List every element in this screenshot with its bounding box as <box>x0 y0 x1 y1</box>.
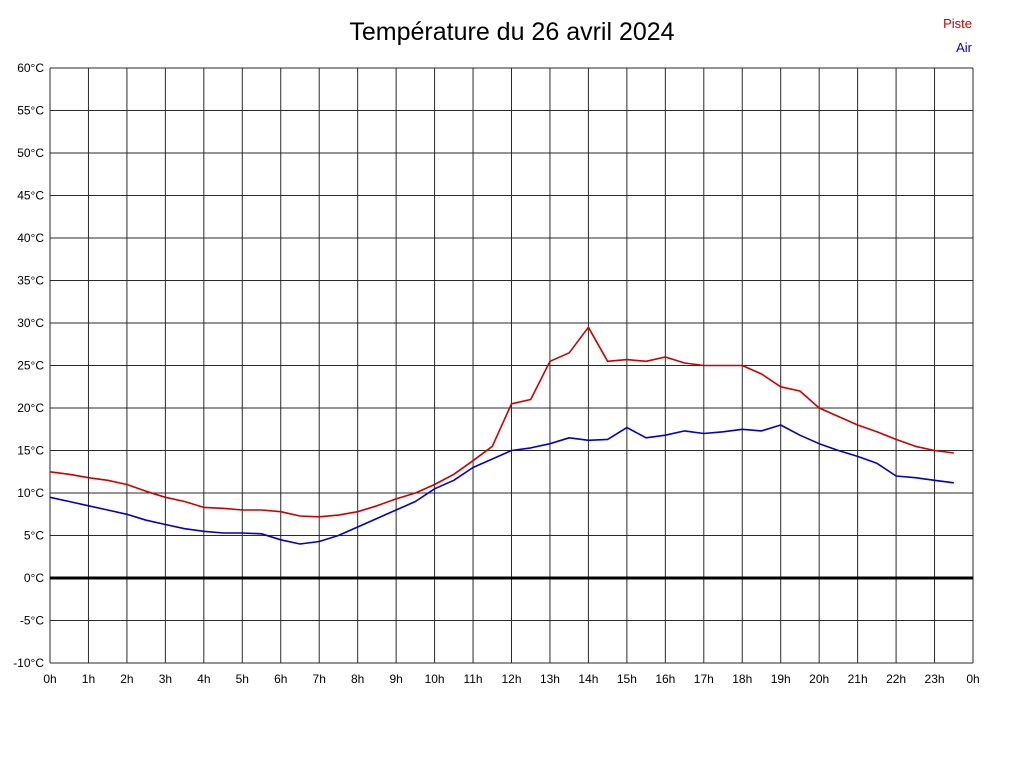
x-tick-label: 18h <box>732 672 752 686</box>
x-tick-label: 3h <box>159 672 172 686</box>
y-tick-label: 30°C <box>17 316 44 330</box>
x-tick-label: 11h <box>463 672 482 686</box>
air-line <box>49 424 954 545</box>
x-tick-label: 15h <box>617 672 637 686</box>
y-tick-label: 10°C <box>17 486 44 500</box>
x-tick-label: 1h <box>82 672 95 686</box>
x-tick-label: 0h <box>43 672 56 686</box>
y-tick-label: 25°C <box>17 359 44 373</box>
x-tick-label: 16h <box>655 672 675 686</box>
y-tick-label: 60°C <box>17 61 44 75</box>
x-tick-label: 21h <box>848 672 868 686</box>
piste-line <box>49 326 954 518</box>
y-tick-label: 0°C <box>24 571 44 585</box>
x-tick-label: 4h <box>197 672 210 686</box>
y-tick-label: 15°C <box>17 444 44 458</box>
x-tick-label: 6h <box>274 672 287 686</box>
x-tick-label: 14h <box>578 672 598 686</box>
x-tick-label: 17h <box>694 672 714 686</box>
y-tick-label: 20°C <box>17 401 44 415</box>
x-tick-label: 22h <box>886 672 906 686</box>
x-tick-label: 7h <box>313 672 326 686</box>
y-tick-label: 5°C <box>24 529 44 543</box>
x-tick-label: 19h <box>771 672 791 686</box>
chart-legend: Piste Air <box>943 12 972 60</box>
x-tick-label: 23h <box>925 672 945 686</box>
x-tick-label: 5h <box>236 672 249 686</box>
x-tick-label: 0h <box>966 672 979 686</box>
legend-piste: Piste <box>943 16 972 31</box>
x-tick-label: 20h <box>809 672 829 686</box>
grid-lines <box>49 67 974 664</box>
x-axis-labels: 0h 1h 2h 3h 4h 5h 6h 7h 8h 9h 10h 11h 12h 13h 14h 15h 16… <box>43 672 979 686</box>
y-tick-label: 40°C <box>17 231 44 245</box>
y-tick-label: -5°C <box>20 614 44 628</box>
chart-title: Température du 26 avril 2024 <box>349 18 675 46</box>
x-tick-label: 12h <box>501 672 521 686</box>
x-tick-label: 10h <box>425 672 445 686</box>
x-tick-label: 8h <box>351 672 364 686</box>
x-tick-label: 9h <box>389 672 402 686</box>
y-tick-label: 45°C <box>17 189 44 203</box>
legend-air: Air <box>956 40 972 55</box>
y-tick-label: 50°C <box>17 146 44 160</box>
y-axis-labels: 60°C 55°C 50°C 45°C 40°C 35°C 30°C 25°C 20°C 15°C… <box>13 61 44 670</box>
x-tick-label: 2h <box>120 672 133 686</box>
x-tick-label: 13h <box>540 672 560 686</box>
y-tick-label: 35°C <box>17 274 44 288</box>
y-tick-label: 55°C <box>17 104 44 118</box>
y-tick-label: -10°C <box>13 656 44 670</box>
